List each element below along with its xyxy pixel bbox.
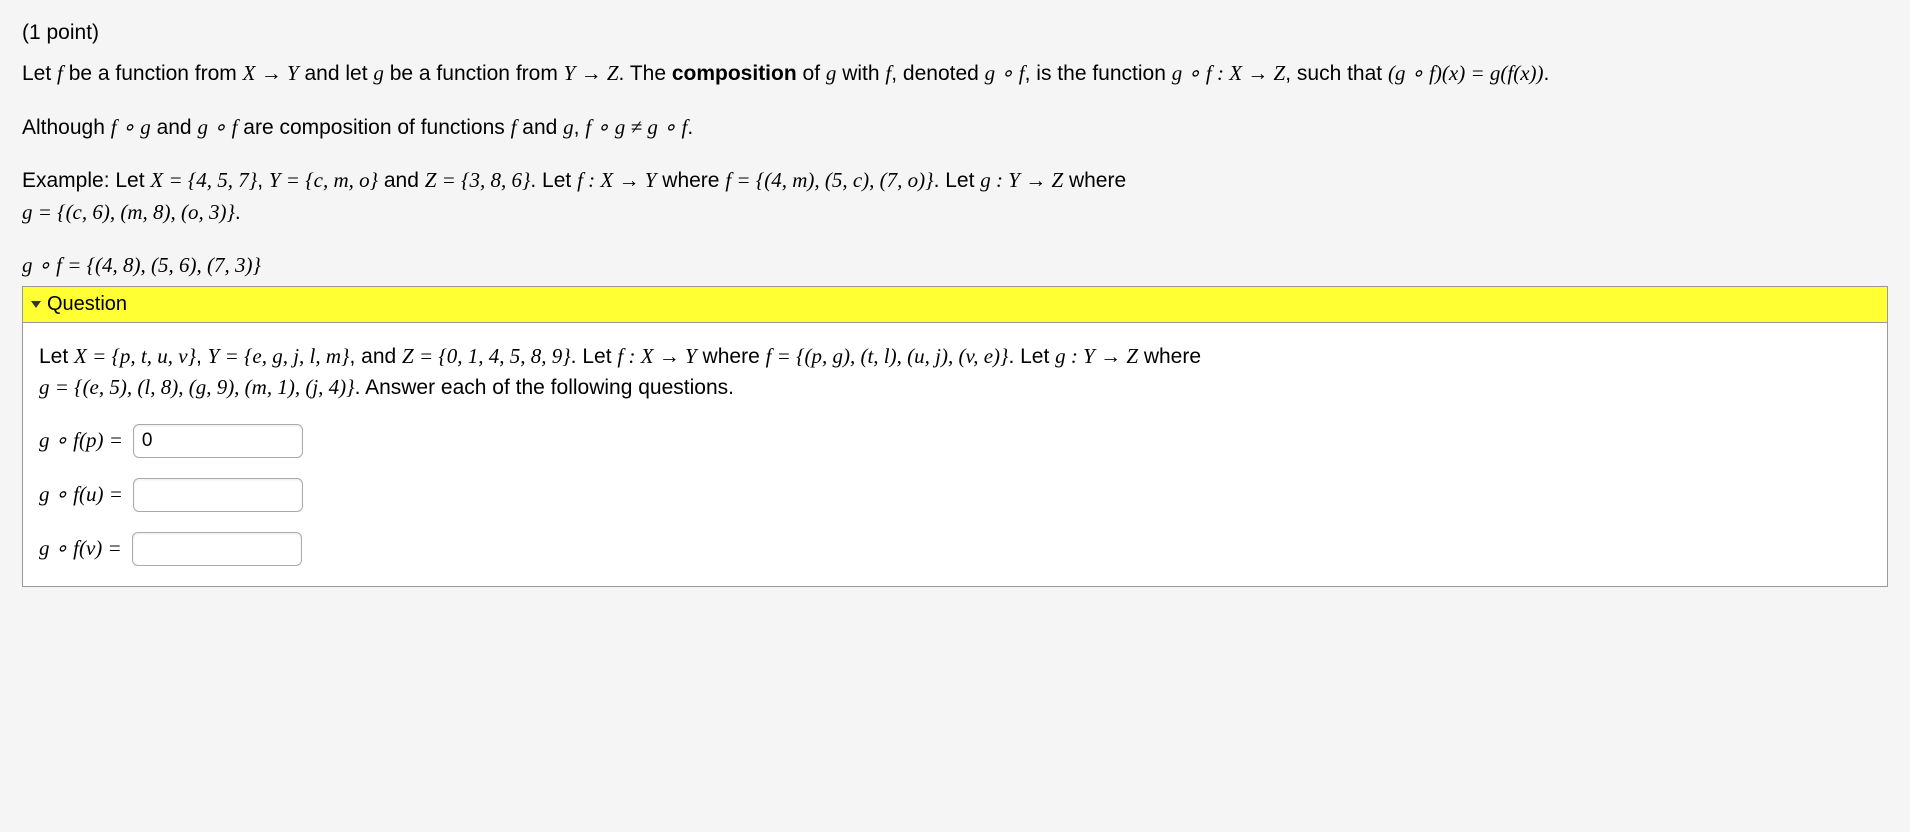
text: Let: [39, 345, 74, 368]
chevron-down-icon: [31, 301, 41, 308]
arrow-icon: →: [575, 61, 607, 85]
term-composition: composition: [672, 62, 797, 85]
question-header-label: Question: [47, 290, 127, 319]
text: where: [1138, 345, 1201, 368]
text: be a function from: [63, 62, 243, 85]
text: . Let: [530, 169, 577, 192]
text: and let: [299, 62, 374, 85]
expr-gof: g ∘ f: [985, 61, 1025, 85]
text: where: [1063, 169, 1126, 192]
expr-Zeq: Z = {0, 1, 4, 5, 8, 9}: [402, 344, 571, 368]
question-box: Question Let X = {p, t, u, v}, Y = {e, g…: [22, 286, 1888, 587]
expr-Xeq: X = {4, 5, 7}: [150, 168, 257, 192]
answer-label: g ∘ f(u) =: [39, 479, 123, 509]
text: where: [656, 169, 725, 192]
although-paragraph: Although f ∘ g and g ∘ f are composition…: [22, 112, 1888, 143]
answer-row: g ∘ f(v) =: [39, 532, 1871, 566]
text: ,: [257, 169, 269, 192]
answer-row: g ∘ f(u) =: [39, 478, 1871, 512]
expr-Yeq: Y = {e, g, j, l, m}: [208, 344, 350, 368]
text: .: [1544, 62, 1550, 85]
var-Z: Z: [607, 61, 619, 85]
text: ,: [574, 116, 586, 139]
answer-input-u[interactable]: [133, 478, 303, 512]
text: . Let: [571, 345, 618, 368]
text: Although: [22, 116, 111, 139]
text: . Let: [934, 169, 981, 192]
var-g: g: [826, 61, 837, 85]
arrow-icon: →: [255, 61, 287, 85]
text: , such that: [1285, 62, 1388, 85]
intro-paragraph: Let f be a function from X → Y and let g…: [22, 58, 1888, 89]
expr-gof-result: g ∘ f = {(4, 8), (5, 6), (7, 3)}: [22, 253, 261, 277]
text: Let: [22, 62, 57, 85]
answer-input-p[interactable]: [133, 424, 303, 458]
expr-fXY: f : X → Y: [617, 344, 696, 368]
var-Y: Y: [287, 61, 299, 85]
expr-geq: g = {(c, 6), (m, 8), (o, 3)}: [22, 200, 235, 224]
text: be a function from: [384, 62, 564, 85]
expr-gof: g ∘ f: [197, 115, 237, 139]
text: and: [151, 116, 198, 139]
answer-label: g ∘ f(p) =: [39, 425, 123, 455]
expr-fXY: f : X → Y: [577, 168, 656, 192]
expr-fog: f ∘ g: [111, 115, 151, 139]
text: .: [235, 201, 241, 224]
text: ,: [196, 345, 208, 368]
answer-label: g ∘ f(v) =: [39, 533, 122, 563]
expr-Yeq: Y = {c, m, o}: [269, 168, 378, 192]
text: and: [516, 116, 563, 139]
expr-feq: f = {(p, g), (t, l), (u, j), (v, e)}: [766, 344, 1009, 368]
example-paragraph: Example: Let X = {4, 5, 7}, Y = {c, m, o…: [22, 165, 1888, 228]
text: with: [836, 62, 885, 85]
text: where: [697, 345, 766, 368]
question-text: Let X = {p, t, u, v}, Y = {e, g, j, l, m…: [39, 341, 1871, 404]
answer-input-v[interactable]: [132, 532, 302, 566]
text: of: [797, 62, 826, 85]
text: are composition of functions: [237, 116, 510, 139]
text: .: [687, 116, 693, 139]
question-header[interactable]: Question: [23, 287, 1887, 323]
question-body: Let X = {p, t, u, v}, Y = {e, g, j, l, m…: [23, 323, 1887, 586]
expr-feq: f = {(4, m), (5, c), (7, o)}: [725, 168, 933, 192]
text: Example: Let: [22, 169, 150, 192]
text: , and: [349, 345, 402, 368]
expr-neq: f ∘ g ≠ g ∘ f: [585, 115, 687, 139]
var-g: g: [563, 115, 574, 139]
text: . Let: [1008, 345, 1055, 368]
expr-gYZ: g : Y → Z: [980, 168, 1063, 192]
gof-result: g ∘ f = {(4, 8), (5, 6), (7, 3)}: [22, 250, 1888, 281]
text: , denoted: [891, 62, 984, 85]
expr-gYZ: g : Y → Z: [1055, 344, 1138, 368]
expr-Xeq: X = {p, t, u, v}: [74, 344, 196, 368]
text: , is the function: [1025, 62, 1172, 85]
text: . The: [619, 62, 672, 85]
expr-geq: g = {(e, 5), (l, 8), (g, 9), (m, 1), (j,…: [39, 375, 355, 399]
var-X: X: [243, 61, 256, 85]
expr-gof-xz: g ∘ f : X → Z: [1172, 61, 1285, 85]
text: and: [378, 169, 425, 192]
expr-Zeq: Z = {3, 8, 6}: [425, 168, 531, 192]
answer-row: g ∘ f(p) =: [39, 424, 1871, 458]
points-label: (1 point): [22, 18, 1888, 48]
var-Y: Y: [564, 61, 576, 85]
var-g: g: [373, 61, 384, 85]
text: . Answer each of the following questions…: [355, 376, 734, 399]
expr-gofx: (g ∘ f)(x) = g(f(x)): [1388, 61, 1544, 85]
